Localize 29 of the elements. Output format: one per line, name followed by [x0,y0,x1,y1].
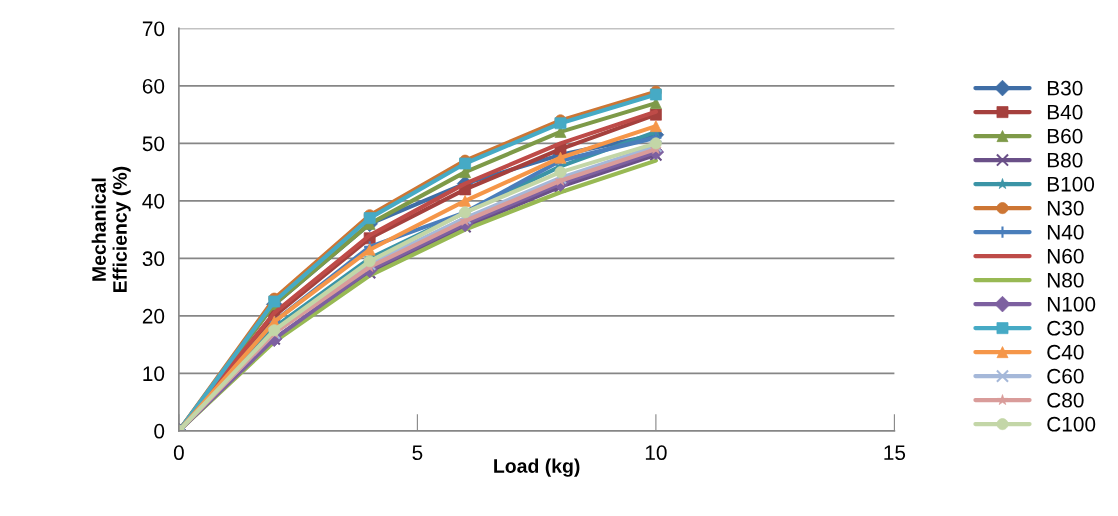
y-tick-label: 10 [143,366,165,382]
legend-label: C60 [1047,368,1084,384]
legend-label: N40 [1047,224,1084,240]
y-tick-label: 60 [142,78,165,94]
x-axis-title: Load (kg) [494,458,580,477]
y-tick-label: 20 [142,308,165,324]
y-tick-label: 50 [142,136,165,152]
legend-label: C80 [1047,392,1084,408]
legend-label: N100 [1047,296,1096,312]
x-tick-label: 0 [173,445,184,461]
legend-label: N60 [1047,248,1084,264]
legend-label: B40 [1047,104,1083,120]
legend-label: C100 [1047,416,1096,432]
x-tick-label: 15 [884,445,906,461]
y-tick-label: 70 [142,21,165,37]
x-tick-label: 10 [645,445,667,461]
y-tick-label: 30 [142,251,165,267]
legend-label: B80 [1047,152,1083,168]
y-tick-label: 40 [142,193,165,209]
legend-label: B30 [1047,80,1083,96]
legend-label: C30 [1047,320,1084,336]
legend-label: C40 [1047,344,1084,360]
legend-label: B60 [1047,128,1083,144]
legend-label: N80 [1047,272,1084,288]
legend-label: N30 [1047,200,1084,216]
y-tick-label: 0 [154,423,165,439]
x-tick-label: 5 [412,445,423,461]
legend-label: B100 [1047,176,1095,192]
y-axis-title: Mechanical Efficiency (%) [91,166,131,293]
